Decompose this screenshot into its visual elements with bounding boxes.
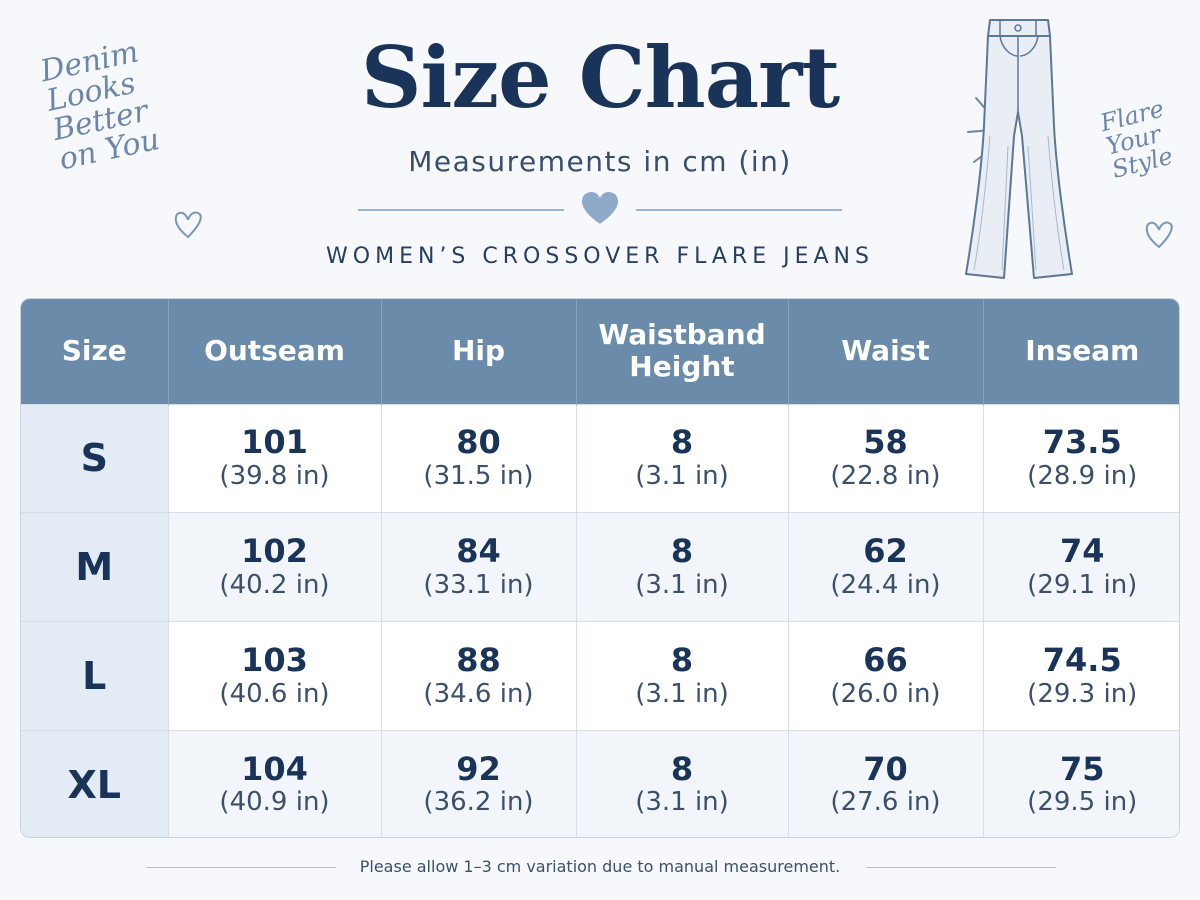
inch-value: (33.1 in) <box>423 569 534 600</box>
cm-value: 101 <box>241 423 308 462</box>
footer-line-right <box>866 867 1056 868</box>
inch-value: (3.1 in) <box>635 787 729 818</box>
column-header: Waist <box>788 299 984 404</box>
inch-value: (28.9 in) <box>1027 461 1138 492</box>
divider-left <box>358 209 564 211</box>
table-row: XL 104 (40.9 in) 92 (36.2 in) 8 (3.1 in) 70 (27.… <box>21 729 1179 837</box>
inch-value: (29.3 in) <box>1027 678 1138 709</box>
table-cell: 75 (29.5 in) <box>983 729 1179 837</box>
cm-value: 66 <box>863 640 908 679</box>
inch-value: (24.4 in) <box>830 569 941 600</box>
table-cell: 58 (22.8 in) <box>788 403 984 513</box>
table-row: L 103 (40.6 in) 88 (34.6 in) 8 (3.1 in) 66 (26.0… <box>21 620 1179 731</box>
cm-value: 8 <box>670 749 694 788</box>
divider-right <box>636 209 842 211</box>
table-cell: 88 (34.6 in) <box>381 620 577 731</box>
cm-value: 62 <box>863 532 908 571</box>
heart-icon <box>582 192 618 224</box>
cm-value: 103 <box>241 640 308 679</box>
size-label: M <box>21 512 169 622</box>
cm-value: 88 <box>456 640 501 679</box>
cm-value: 75 <box>1059 749 1105 788</box>
inch-value: (39.8 in) <box>219 461 330 492</box>
size-label: S <box>21 403 169 513</box>
table-header-row: Size Outseam Hip Waistband Height Waist … <box>21 299 1179 404</box>
column-header: Outseam <box>168 299 382 404</box>
table-cell: 62 (24.4 in) <box>788 512 984 622</box>
inch-value: (40.9 in) <box>219 787 330 818</box>
table-cell: 101 (39.8 in) <box>168 403 382 513</box>
inch-value: (3.1 in) <box>635 678 729 709</box>
inch-value: (34.6 in) <box>423 678 534 709</box>
inch-value: (31.5 in) <box>423 461 534 492</box>
table-row: M 102 (40.2 in) 84 (33.1 in) 8 (3.1 in) 62 (24.4… <box>21 512 1179 622</box>
inch-value: (40.6 in) <box>219 678 330 709</box>
table-cell: 74.5 (29.3 in) <box>983 620 1179 731</box>
inch-value: (36.2 in) <box>423 787 534 818</box>
jeans-illustration <box>965 19 1073 279</box>
table-cell: 8 (3.1 in) <box>576 620 789 731</box>
table-cell: 8 (3.1 in) <box>576 403 789 513</box>
cm-value: 73.5 <box>1042 423 1122 462</box>
table-cell: 80 (31.5 in) <box>381 403 577 513</box>
table-cell: 92 (36.2 in) <box>381 729 577 837</box>
inch-value: (3.1 in) <box>635 569 729 600</box>
column-header: Inseam <box>983 299 1179 404</box>
inch-value: (3.1 in) <box>635 461 729 492</box>
cm-value: 92 <box>456 749 501 788</box>
inch-value: (40.2 in) <box>219 569 330 600</box>
measurement-note: Please allow 1–3 cm variation due to man… <box>359 857 841 876</box>
table-cell: 73.5 (28.9 in) <box>983 403 1179 513</box>
inch-value: (22.8 in) <box>830 461 941 492</box>
page-title: Size Chart <box>360 28 840 127</box>
cm-value: 8 <box>670 423 694 462</box>
table-cell: 8 (3.1 in) <box>576 512 789 622</box>
inch-value: (29.1 in) <box>1027 569 1138 600</box>
cm-value: 102 <box>241 532 308 571</box>
size-label: XL <box>21 729 169 837</box>
inch-value: (26.0 in) <box>830 678 941 709</box>
cm-value: 8 <box>670 532 694 571</box>
cm-value: 104 <box>241 749 308 788</box>
column-header: Waistband Height <box>576 299 789 404</box>
table-cell: 70 (27.6 in) <box>788 729 984 837</box>
column-header: Size <box>21 299 169 404</box>
table-cell: 104 (40.9 in) <box>168 729 382 837</box>
inch-value: (29.5 in) <box>1027 787 1138 818</box>
cm-value: 70 <box>863 749 908 788</box>
table-row: S 101 (39.8 in) 80 (31.5 in) 8 (3.1 in) 58 (22.8… <box>21 403 1179 513</box>
heart-icon <box>174 211 202 239</box>
table-cell: 74 (29.1 in) <box>983 512 1179 622</box>
cm-value: 8 <box>670 640 694 679</box>
cm-value: 80 <box>456 423 501 462</box>
size-label: L <box>21 620 169 731</box>
footer-line-left <box>146 867 336 868</box>
table-cell: 84 (33.1 in) <box>381 512 577 622</box>
inch-value: (27.6 in) <box>830 787 941 818</box>
cm-value: 74.5 <box>1042 640 1122 679</box>
size-chart-table: Size Outseam Hip Waistband Height Waist … <box>20 298 1180 838</box>
heart-icon <box>1145 221 1173 249</box>
product-name: WOMEN’S CROSSOVER FLARE JEANS <box>326 244 874 269</box>
cm-value: 74 <box>1059 532 1105 571</box>
column-header: Hip <box>381 299 577 404</box>
cm-value: 84 <box>456 532 501 571</box>
table-cell: 8 (3.1 in) <box>576 729 789 837</box>
page-subtitle: Measurements in cm (in) <box>408 145 792 178</box>
table-cell: 103 (40.6 in) <box>168 620 382 731</box>
cm-value: 58 <box>863 423 908 462</box>
table-cell: 66 (26.0 in) <box>788 620 984 731</box>
table-cell: 102 (40.2 in) <box>168 512 382 622</box>
